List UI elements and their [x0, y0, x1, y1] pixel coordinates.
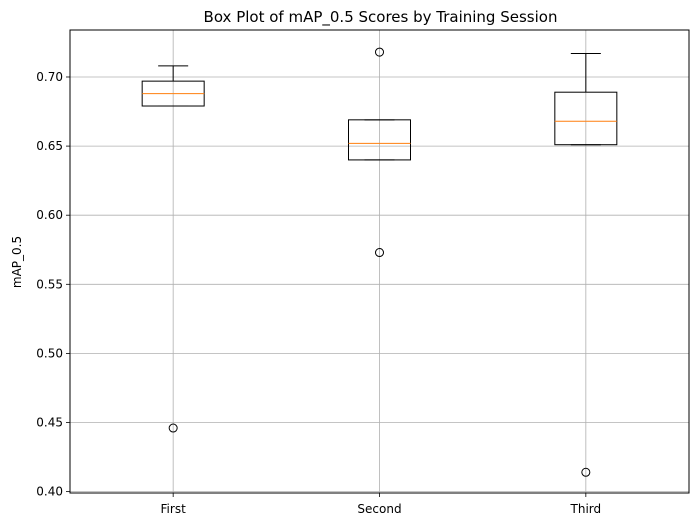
y-tick-label: 0.60: [36, 208, 63, 222]
y-tick-label: 0.70: [36, 70, 63, 84]
chart-title: Box Plot of mAP_0.5 Scores by Training S…: [204, 8, 558, 27]
grid-lines: [70, 30, 689, 493]
outlier-point: [168, 423, 178, 433]
x-tick-label: Third: [570, 502, 602, 516]
ticks: 0.40 0.45 0.50 0.55 0.60 0.65 0.70 First Second T…: [36, 70, 601, 516]
plot-area-frame: [69, 29, 690, 494]
boxes: [141, 47, 618, 477]
box-second: [348, 47, 411, 258]
iqr-box: [348, 119, 411, 161]
x-tick-label: Second: [357, 502, 401, 516]
outlier-point: [375, 248, 384, 258]
x-tick-label: First: [161, 502, 187, 516]
iqr-box: [554, 91, 618, 146]
box-first: [141, 65, 205, 433]
y-axis-label: mAP_0.5: [10, 236, 24, 288]
y-tick-label: 0.65: [36, 139, 63, 153]
y-tick-label: 0.50: [36, 346, 63, 360]
outlier-point: [581, 467, 591, 477]
y-tick-label: 0.45: [36, 416, 63, 430]
box-third: [554, 52, 618, 477]
y-tick-label: 0.40: [36, 485, 63, 499]
y-tick-label: 0.55: [36, 277, 63, 291]
outlier-point: [375, 47, 384, 57]
